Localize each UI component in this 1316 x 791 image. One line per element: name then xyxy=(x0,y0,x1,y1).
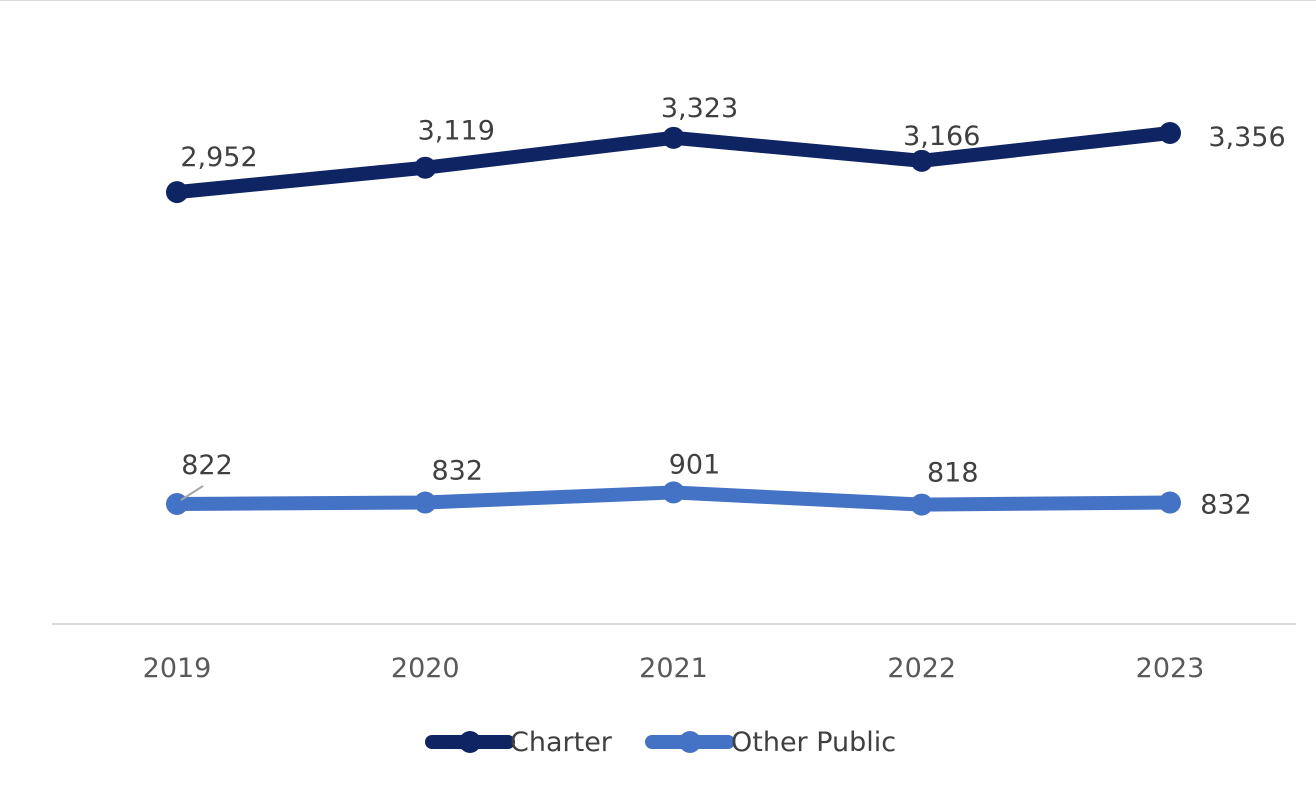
data-label: 832 xyxy=(1200,490,1252,521)
legend-label: Other Public xyxy=(731,727,896,758)
legend-swatch-marker xyxy=(679,731,701,753)
legend-label: Charter xyxy=(510,727,613,758)
data-label: 3,166 xyxy=(903,121,980,152)
data-point xyxy=(910,149,933,172)
data-label: 822 xyxy=(181,450,233,481)
label-leader-line xyxy=(180,485,204,501)
data-label: 832 xyxy=(431,456,483,487)
top-border xyxy=(0,0,1316,1)
data-point xyxy=(166,181,188,204)
data-point xyxy=(166,493,188,515)
x-tick-label: 2019 xyxy=(143,653,212,684)
data-point xyxy=(662,126,685,149)
data-point xyxy=(414,491,437,514)
data-label: 3,119 xyxy=(418,116,495,147)
data-label: 3,356 xyxy=(1208,122,1285,153)
x-tick-label: 2021 xyxy=(639,653,708,684)
legend-swatch-marker xyxy=(459,731,481,753)
data-point xyxy=(414,156,437,179)
legend-item-charter: Charter xyxy=(425,727,613,758)
data-label: 818 xyxy=(927,458,979,489)
data-point xyxy=(1159,122,1181,144)
legend-item-other-public: Other Public xyxy=(645,727,896,758)
data-point xyxy=(1159,491,1181,514)
data-point xyxy=(910,493,933,516)
x-tick-label: 2023 xyxy=(1136,653,1205,684)
x-tick-label: 2020 xyxy=(391,653,460,684)
data-label: 901 xyxy=(669,449,721,480)
x-tick-label: 2022 xyxy=(887,653,956,684)
data-point xyxy=(662,481,685,504)
data-label: 3,323 xyxy=(661,93,738,124)
data-label: 2,952 xyxy=(180,142,257,173)
